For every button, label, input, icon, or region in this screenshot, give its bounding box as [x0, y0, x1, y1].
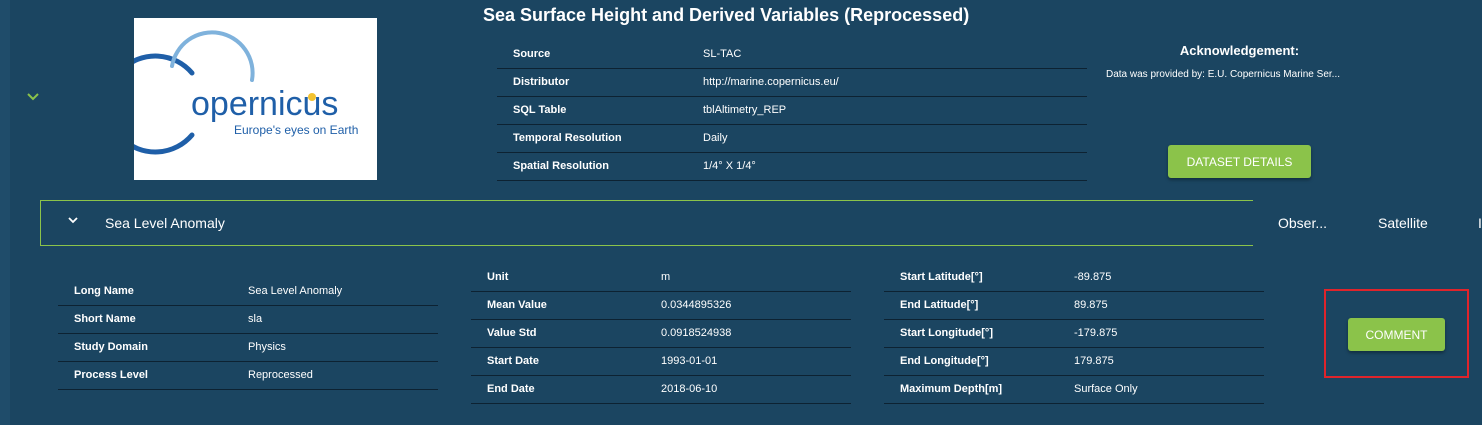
acknowledgement-text: Data was provided by: E.U. Copernicus Ma…: [1106, 69, 1340, 80]
stat-label: Value Std: [471, 319, 661, 348]
comment-highlight-box: [1324, 289, 1469, 378]
property-value: Physics: [248, 333, 438, 362]
tag-truncated: I: [1478, 215, 1482, 231]
stat-value: 1993-01-01: [661, 347, 851, 376]
table-row: Source SL-TAC: [497, 40, 1087, 69]
dataset-logo: opernicus Europe's eyes on Earth: [104, 18, 377, 180]
tag-sensor: Obser...: [1278, 215, 1328, 231]
meta-label: SQL Table: [497, 96, 703, 125]
property-label: Process Level: [58, 361, 248, 390]
table-row: Long Name Sea Level Anomaly: [58, 277, 438, 306]
table-row: Start Longitude[°] -179.875: [884, 319, 1264, 348]
stat-value: 2018-06-10: [661, 375, 851, 404]
logo-tagline: Europe's eyes on Earth: [234, 123, 358, 137]
table-row: Start Latitude[°] -89.875: [884, 263, 1264, 292]
table-row: Value Std 0.0918524938: [471, 319, 851, 348]
variable-row[interactable]: [40, 200, 1254, 246]
variable-stats-table: Unit m Mean Value 0.0344895326 Value Std 0.…: [471, 263, 851, 404]
extent-value: Surface Only: [1074, 375, 1264, 404]
table-row: SQL Table tblAltimetry_REP: [497, 96, 1087, 125]
extent-value: 179.875: [1074, 347, 1264, 376]
table-row: End Longitude[°] 179.875: [884, 347, 1264, 376]
table-row: End Date 2018-06-10: [471, 375, 851, 404]
meta-label: Distributor: [497, 68, 703, 97]
extent-label: End Longitude[°]: [884, 347, 1074, 376]
tag-platform: Satellite: [1378, 215, 1428, 231]
table-row: Distributor http://marine.copernicus.eu/: [497, 68, 1087, 97]
stat-label: Start Date: [471, 347, 661, 376]
extent-label: Maximum Depth[m]: [884, 375, 1074, 404]
table-row: Mean Value 0.0344895326: [471, 291, 851, 320]
meta-label: Spatial Resolution: [497, 152, 703, 181]
copernicus-logo: opernicus Europe's eyes on Earth: [104, 30, 358, 155]
meta-label: Temporal Resolution: [497, 124, 703, 153]
table-row: Process Level Reprocessed: [58, 361, 438, 390]
dataset-title: Sea Surface Height and Derived Variables…: [483, 5, 970, 25]
meta-value: http://marine.copernicus.eu/: [703, 68, 1087, 97]
stat-label: Unit: [471, 263, 661, 292]
meta-value: Daily: [703, 124, 1087, 153]
property-label: Long Name: [58, 277, 248, 306]
variable-name: Sea Level Anomaly: [105, 215, 225, 231]
logo-word: opernicus: [191, 85, 338, 123]
extent-label: Start Latitude[°]: [884, 263, 1074, 292]
chevron-down-icon[interactable]: [66, 213, 80, 227]
extent-value: 89.875: [1074, 291, 1264, 320]
meta-value: SL-TAC: [703, 40, 1087, 69]
comment-button[interactable]: COMMENT: [1348, 318, 1445, 351]
table-row: Start Date 1993-01-01: [471, 347, 851, 376]
extent-label: End Latitude[°]: [884, 291, 1074, 320]
property-value: Reprocessed: [248, 361, 438, 390]
stat-label: Mean Value: [471, 291, 661, 320]
meta-value: tblAltimetry_REP: [703, 96, 1087, 125]
table-row: End Latitude[°] 89.875: [884, 291, 1264, 320]
chevron-down-icon[interactable]: [26, 90, 40, 104]
property-label: Short Name: [58, 305, 248, 334]
property-value: Sea Level Anomaly: [248, 277, 438, 306]
extent-value: -89.875: [1074, 263, 1264, 292]
table-row: Study Domain Physics: [58, 333, 438, 362]
acknowledgement-title: Acknowledgement:: [1179, 43, 1300, 58]
variable-extent-table: Start Latitude[°] -89.875 End Latitude[°]…: [884, 263, 1264, 404]
dataset-meta-table: Source SL-TAC Distributor http://marine.co…: [497, 40, 1087, 181]
variable-tags-area: [1253, 200, 1482, 246]
property-label: Study Domain: [58, 333, 248, 362]
table-row: Unit m: [471, 263, 851, 292]
extent-label: Start Longitude[°]: [884, 319, 1074, 348]
table-row: Temporal Resolution Daily: [497, 124, 1087, 153]
stat-label: End Date: [471, 375, 661, 404]
table-row: Spatial Resolution 1/4° X 1/4°: [497, 152, 1087, 181]
left-edge-strip: [0, 0, 10, 425]
meta-value: 1/4° X 1/4°: [703, 152, 1087, 181]
stat-value: 0.0344895326: [661, 291, 851, 320]
dataset-details-button[interactable]: DATASET DETAILS: [1168, 145, 1311, 178]
stat-value: m: [661, 263, 851, 292]
table-row: Short Name sla: [58, 305, 438, 334]
variable-properties-table: Long Name Sea Level Anomaly Short Name sla…: [58, 277, 438, 390]
extent-value: -179.875: [1074, 319, 1264, 348]
property-value: sla: [248, 305, 438, 334]
table-row: Maximum Depth[m] Surface Only: [884, 375, 1264, 404]
stat-value: 0.0918524938: [661, 319, 851, 348]
meta-label: Source: [497, 40, 703, 69]
